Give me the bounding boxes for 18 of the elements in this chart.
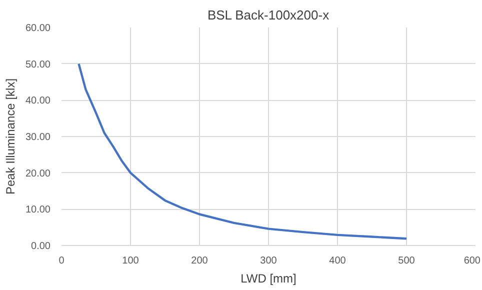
y-tick-label: 60.00 <box>25 23 51 34</box>
x-tick-label: 200 <box>191 256 208 266</box>
line-series <box>78 62 408 240</box>
x-tick-label: 600 <box>464 256 481 266</box>
x-tick-label: 400 <box>329 256 346 266</box>
x-tick-label: 300 <box>260 256 278 266</box>
y-tick-label: 20.00 <box>25 168 51 180</box>
x-tick-label: 0 <box>58 256 65 266</box>
y-tick-label: 40.00 <box>25 96 51 107</box>
x-tick-label: 500 <box>398 256 416 266</box>
y-axis-title: Peak Illuminance [klx] <box>3 78 18 195</box>
chart-title: BSL Back-100x200-x <box>207 8 330 22</box>
x-axis-title: LWD [mm] <box>240 272 296 286</box>
y-tick-label: 10.00 <box>25 204 51 216</box>
y-tick-label: 0.00 <box>31 241 51 252</box>
y-tick-label: 50.00 <box>25 59 51 70</box>
y-tick-label: 30.00 <box>25 132 51 143</box>
x-tick-label: 100 <box>122 256 140 266</box>
